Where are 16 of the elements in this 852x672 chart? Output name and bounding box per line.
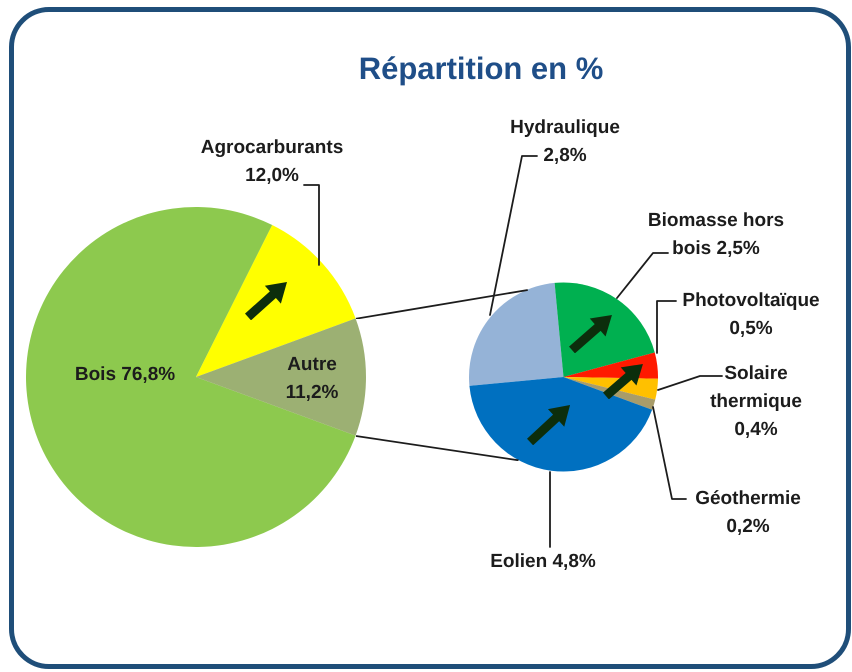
data-label: 12,0% xyxy=(245,165,300,186)
data-label: 0,2% xyxy=(726,516,770,537)
data-label: 0,5% xyxy=(729,318,773,339)
data-label: 0,4% xyxy=(734,419,778,440)
slice-label: Bois 76,8% xyxy=(74,364,176,385)
text: Répartition en % xyxy=(358,51,604,87)
slice-label: Biomasse hors bois 2,5% xyxy=(648,210,784,259)
data-label: 2,8% xyxy=(543,145,587,166)
slice-label: Agrocarburants xyxy=(200,137,344,158)
data-label: 11,2% xyxy=(286,382,339,403)
slice-label: Solaire thermique xyxy=(710,363,802,412)
slice-label: Géothermie xyxy=(695,488,801,509)
slice-label: Hydraulique xyxy=(510,117,620,138)
slice-label: Photovoltaïque xyxy=(682,290,820,311)
slice-label: Eolien 4,8% xyxy=(490,551,596,572)
slice-label: Autre xyxy=(287,354,337,375)
